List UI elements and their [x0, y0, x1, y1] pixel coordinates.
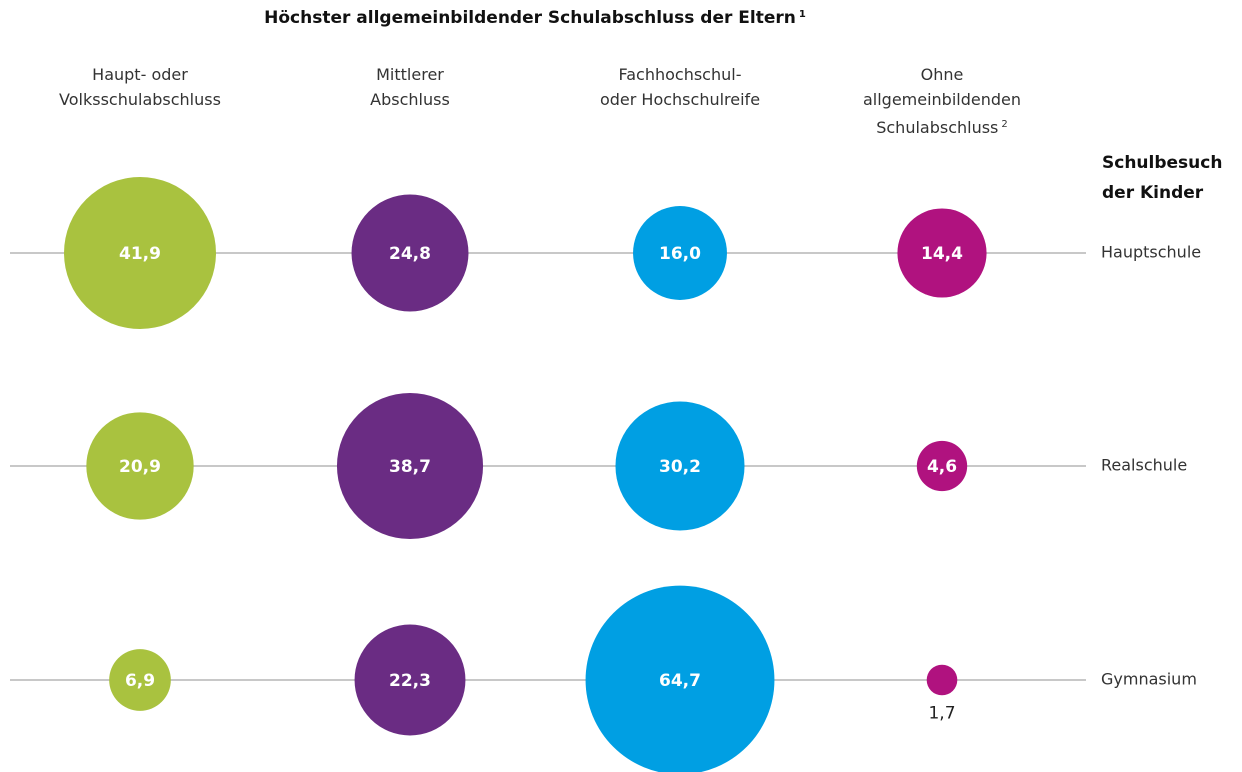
- value-label: 6,9: [125, 671, 155, 691]
- bubble: [336, 392, 484, 540]
- column-label: Ohne allgemeinbildenden Schulabschluss 2: [812, 62, 1072, 140]
- column-name: Fachhochschul- oder Hochschulreife: [599, 65, 761, 109]
- value-label: 38,7: [389, 457, 431, 477]
- bubble: [354, 624, 466, 736]
- column-label: Mittlerer Abschluss: [280, 62, 540, 112]
- value-label: 4,6: [927, 457, 957, 477]
- value-label: 30,2: [659, 457, 701, 477]
- bubble: [615, 401, 745, 531]
- value-label: 20,9: [119, 457, 161, 477]
- row-label: Hauptschule: [1101, 243, 1201, 262]
- row-label: Realschule: [1101, 456, 1187, 475]
- bubble: [64, 177, 216, 329]
- value-label: 41,9: [119, 244, 161, 264]
- row-label: Gymnasium: [1101, 670, 1197, 689]
- title-note: 1: [798, 9, 806, 20]
- value-label: 22,3: [389, 671, 431, 691]
- column-name: Mittlerer Abschluss: [370, 65, 450, 109]
- bubble: [109, 649, 171, 711]
- value-label: 24,8: [389, 244, 431, 264]
- chart-title-box: Höchster allgemeinbildender Schulabschlu…: [0, 8, 1070, 28]
- value-label: 1,7: [928, 703, 955, 723]
- value-label: 14,4: [921, 244, 963, 264]
- column-label: Haupt- oder Volksschulabschluss: [10, 62, 270, 112]
- bubble: [926, 664, 958, 696]
- chart-title: Höchster allgemeinbildender Schulabschlu…: [264, 8, 796, 28]
- bubble: [916, 440, 968, 492]
- column-label: Fachhochschul- oder Hochschulreife: [550, 62, 810, 112]
- bubble: [633, 206, 727, 300]
- row-axis-label: Schulbesuch der Kinder: [1102, 153, 1223, 203]
- value-label: 16,0: [659, 244, 701, 264]
- bubble: [585, 585, 775, 772]
- column-name: Haupt- oder Volksschulabschluss: [59, 65, 221, 109]
- column-name: Ohne allgemeinbildenden Schulabschluss: [862, 65, 1022, 137]
- bubble: [897, 208, 987, 298]
- value-label: 64,7: [659, 671, 701, 691]
- column-note: 2: [1001, 119, 1008, 130]
- bubble: [86, 412, 194, 520]
- bubble: [351, 194, 469, 312]
